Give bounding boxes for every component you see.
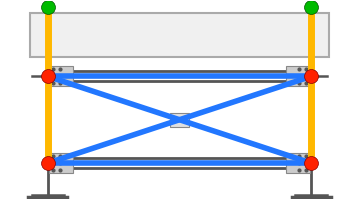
FancyBboxPatch shape xyxy=(286,153,309,173)
FancyBboxPatch shape xyxy=(50,153,73,173)
FancyBboxPatch shape xyxy=(50,66,73,86)
FancyBboxPatch shape xyxy=(170,113,189,127)
Point xyxy=(45,6,51,9)
Point xyxy=(45,162,51,165)
Point xyxy=(308,6,314,9)
FancyBboxPatch shape xyxy=(286,66,309,86)
Point xyxy=(308,75,314,78)
Point xyxy=(45,75,51,78)
FancyBboxPatch shape xyxy=(30,13,329,57)
Point xyxy=(308,162,314,165)
